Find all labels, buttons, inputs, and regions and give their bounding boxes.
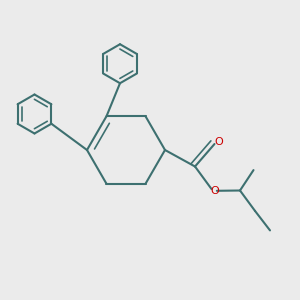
- Text: O: O: [211, 186, 220, 196]
- Text: O: O: [214, 136, 223, 147]
